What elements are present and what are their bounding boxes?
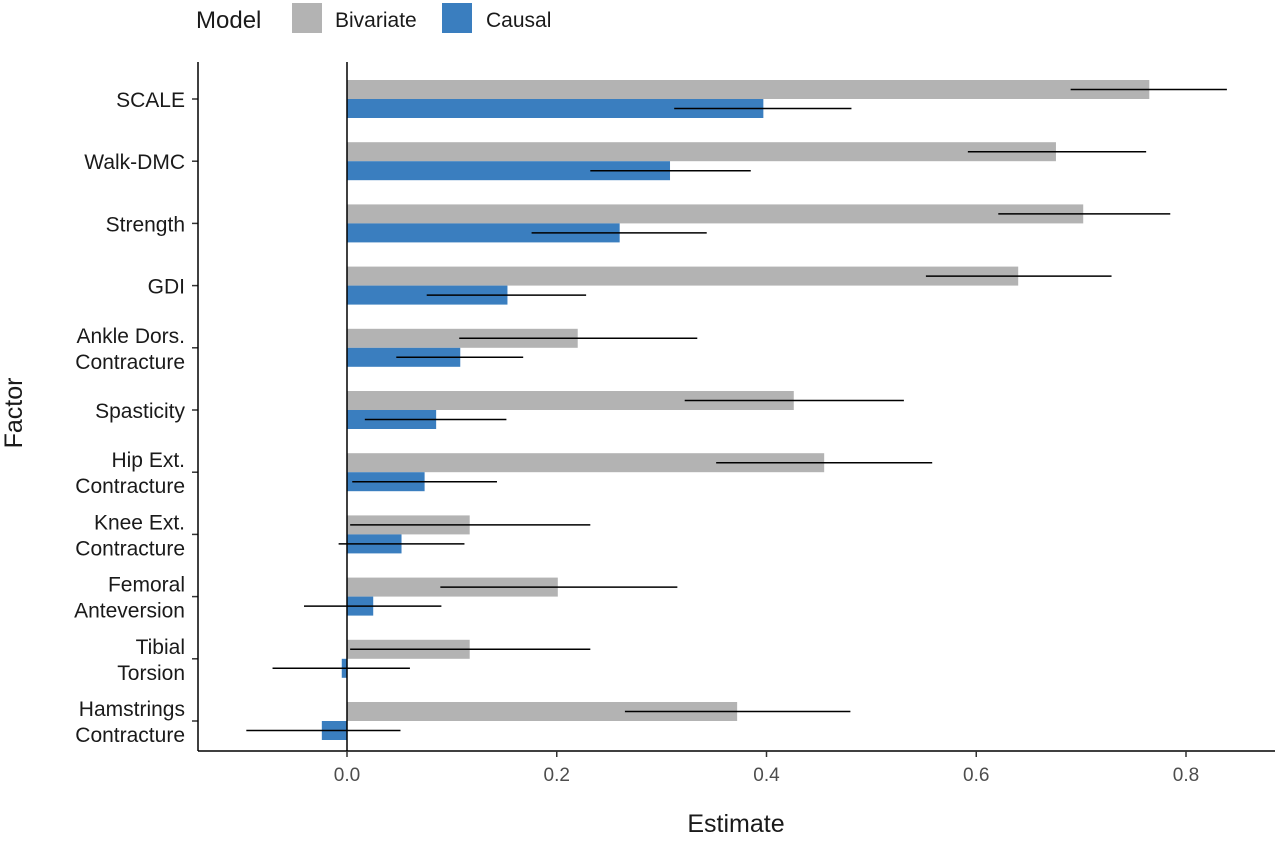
bar-bivariate-10	[347, 702, 738, 721]
bar-causal-1	[347, 161, 671, 181]
legend-swatch-causal	[442, 3, 472, 33]
bar-causal-2	[347, 223, 620, 243]
bars-layer	[321, 80, 1150, 740]
bar-bivariate-6	[347, 453, 825, 473]
y-tick-label: Hip Ext. Contracture	[75, 449, 185, 498]
x-tick-label: 0.0	[334, 765, 360, 786]
bar-bivariate-1	[347, 142, 1056, 162]
y-tick-label: SCALE	[116, 89, 185, 112]
y-tick-label: Spasticity	[95, 400, 185, 423]
bar-bivariate-0	[347, 80, 1150, 99]
y-tick-label: Walk-DMC	[84, 151, 185, 174]
bar-bivariate-2	[347, 204, 1084, 224]
x-tick-labels: 0.0 0.2 0.4 0.6 0.8	[334, 765, 1199, 786]
bar-bivariate-5	[347, 391, 794, 410]
y-axis-title: Factor	[0, 378, 28, 449]
x-tick-label: 0.6	[963, 765, 989, 786]
y-tick-labels: SCALE Walk-DMC Strength GDI Ankle Dors. Contr…	[74, 89, 185, 747]
legend-label-bivariate: Bivariate	[335, 9, 417, 32]
errorbars-layer	[246, 88, 1227, 732]
y-tick-label: Strength	[106, 213, 185, 236]
legend-title: Model	[196, 7, 261, 34]
legend: Model Bivariate Causal	[196, 3, 551, 34]
x-axis-title: Estimate	[687, 810, 784, 838]
y-tick-label: GDI	[148, 276, 185, 299]
bar-bivariate-3	[347, 266, 1019, 286]
x-tick-label: 0.2	[544, 765, 570, 786]
y-tick-label: Tibial Torsion	[117, 636, 185, 685]
y-tick-label: Knee Ext. Contracture	[75, 511, 185, 560]
axes-layer	[192, 62, 1275, 757]
x-tick-label: 0.8	[1173, 765, 1199, 786]
legend-label-causal: Causal	[486, 9, 551, 32]
y-tick-label: Hamstrings Contracture	[75, 698, 185, 747]
legend-swatch-bivariate	[292, 3, 322, 33]
y-tick-label: Femoral Anteversion	[74, 574, 185, 623]
bar-causal-0	[347, 99, 764, 118]
y-tick-label: Ankle Dors. Contracture	[75, 325, 185, 374]
x-tick-label: 0.4	[753, 765, 780, 786]
